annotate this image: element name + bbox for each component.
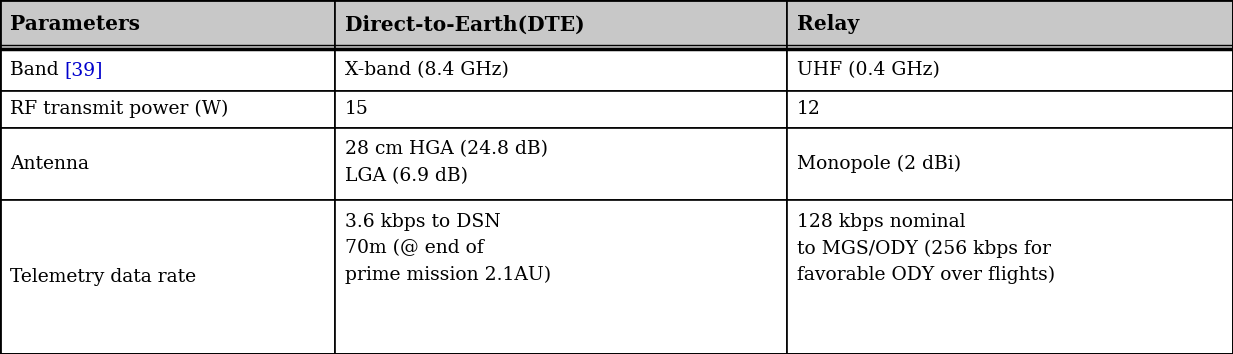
Text: Telemetry data rate: Telemetry data rate [10, 268, 196, 286]
Text: Parameters: Parameters [10, 15, 139, 34]
Bar [335, 200, 787, 354]
Bar [335, 0, 787, 49]
Text: 12: 12 [797, 100, 820, 118]
Text: 3.6 kbps to DSN
70m (@ end of
prime mission 2.1AU): 3.6 kbps to DSN 70m (@ end of prime miss… [345, 213, 551, 284]
Text: 15: 15 [345, 100, 369, 118]
Bar [787, 128, 1233, 200]
Text: 28 cm HGA (24.8 dB)
LGA (6.9 dB): 28 cm HGA (24.8 dB) LGA (6.9 dB) [345, 140, 549, 184]
Bar [335, 49, 787, 91]
Bar [0, 91, 335, 128]
Bar [787, 0, 1233, 49]
Bar [0, 200, 335, 354]
Bar [335, 91, 787, 128]
Bar [787, 200, 1233, 354]
Bar [787, 91, 1233, 128]
Bar [335, 0, 787, 49]
Text: UHF (0.4 GHz): UHF (0.4 GHz) [797, 61, 940, 79]
Bar [787, 0, 1233, 49]
Text: Relay: Relay [797, 15, 858, 34]
Bar [787, 200, 1233, 354]
Text: [39]: [39] [64, 61, 104, 79]
Bar [0, 49, 335, 91]
Bar [0, 0, 335, 49]
Bar [335, 91, 787, 128]
Bar [787, 49, 1233, 91]
Bar [0, 128, 335, 200]
Bar [787, 91, 1233, 128]
Text: Band: Band [10, 61, 64, 79]
Text: RF transmit power (W): RF transmit power (W) [10, 100, 228, 118]
Text: Direct-to-Earth(DTE): Direct-to-Earth(DTE) [345, 15, 584, 34]
Bar [0, 0, 335, 49]
Bar [0, 128, 335, 200]
Text: Antenna: Antenna [10, 155, 89, 173]
Bar [335, 200, 787, 354]
Text: 128 kbps nominal
to MGS/ODY (256 kbps for
favorable ODY over flights): 128 kbps nominal to MGS/ODY (256 kbps fo… [797, 213, 1054, 284]
Bar [335, 128, 787, 200]
Bar [335, 49, 787, 91]
Bar [787, 49, 1233, 91]
Bar [335, 128, 787, 200]
Bar [787, 128, 1233, 200]
Text: Monopole (2 dBi): Monopole (2 dBi) [797, 155, 961, 173]
Bar [0, 49, 335, 91]
Bar [0, 200, 335, 354]
Bar [0, 91, 335, 128]
Text: X-band (8.4 GHz): X-band (8.4 GHz) [345, 61, 509, 79]
